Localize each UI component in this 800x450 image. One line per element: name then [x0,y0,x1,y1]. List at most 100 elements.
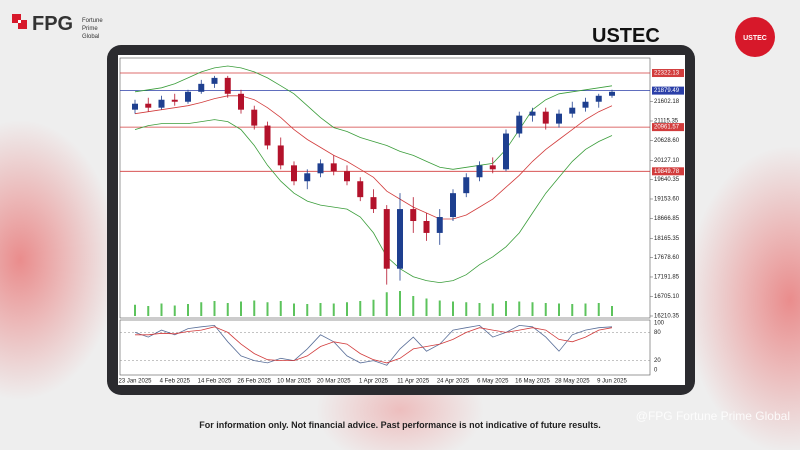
candle-body [529,111,536,116]
candle-body [264,125,271,146]
volume-bar [319,303,322,316]
volume-bar [346,302,348,316]
y-tick-label: 21115.35 [654,119,679,125]
price-panel [119,57,651,319]
candle-body [542,111,549,124]
tagline: Prime [82,26,98,32]
volume-bar [226,303,229,316]
level-label: 22322.13 [654,71,680,77]
candle-body [198,83,205,92]
volume-bar [200,302,203,316]
candle-body [516,115,523,134]
x-tick-label: 6 May 2025 [477,379,509,385]
candle-body [185,91,191,102]
volume-bar [544,303,547,316]
volume-bar [240,301,242,316]
candle-body [145,103,152,108]
x-tick-label: 24 Apr 2025 [437,379,470,385]
volume-bar [571,304,574,316]
level-label: 21879.49 [654,88,680,94]
candle-body [436,217,443,233]
candle-body [476,165,483,178]
volume-bar [597,303,600,316]
candle-body [582,101,589,108]
candle-body [503,133,509,170]
logo [12,14,27,29]
stoch-tick-label: 0 [654,368,658,374]
candle-body [410,209,417,221]
candle-body [238,93,244,110]
volume-bar [412,296,415,316]
volume-bar [253,300,256,316]
volume-bar [306,304,309,316]
volume-bar [491,303,494,316]
x-tick-label: 20 Mar 2025 [317,379,351,385]
candle-body [211,77,218,84]
volume-bar [438,300,441,316]
volume-bar [266,302,269,316]
volume-bar [359,301,362,316]
level-label: 20961.57 [654,125,680,131]
candle-body [304,173,311,182]
level-tag [652,86,684,95]
x-tick-label: 11 Apr 2025 [397,379,430,385]
volume-bar [584,303,587,316]
candle-body [171,99,178,102]
brand: FPG [32,13,73,35]
volume-bar [160,303,163,316]
candle-body [344,171,350,182]
candle-body [595,95,602,102]
chart-title: USTEC [592,25,660,47]
stoch-tick-label: 100 [654,321,665,327]
y-tick-label: 18666.85 [654,216,680,222]
stoch-panel [119,319,651,376]
x-tick-label: 10 Mar 2025 [277,379,311,385]
volume-bar [478,303,481,316]
y-tick-label: 17191.85 [654,275,680,281]
x-tick-label: 23 Jan 2025 [118,379,152,385]
level-tag [652,69,684,78]
y-tick-label: 18165.35 [654,236,680,242]
volume-bar [531,302,534,316]
candle-body [251,109,258,126]
y-tick-label: 17678.60 [654,255,680,261]
candle-body [277,145,284,166]
badge-text: USTEC [743,35,767,42]
y-tick-label: 16705.10 [654,294,680,300]
tagline: Global [82,34,99,40]
volume-bar [213,301,216,316]
volume-bar [611,306,613,316]
candle-body [450,193,456,218]
stoch-tick-label: 20 [654,358,661,364]
y-tick-label: 20628.60 [654,138,680,144]
volume-bar [187,304,189,316]
volume-bar [293,303,295,316]
stoch-d [135,326,613,364]
candle-body [158,99,165,108]
volume-bar [372,299,375,316]
volume-bar [518,301,521,316]
candle-body [370,197,377,210]
y-tick-label: 16210.35 [654,314,680,320]
y-tick-label: 19640.35 [654,177,680,183]
volume-bar [385,292,388,316]
candle-body [397,209,403,269]
stoch-k [134,324,613,366]
x-tick-label: 4 Feb 2025 [160,379,191,385]
level-label: 19849.78 [654,169,680,175]
candle-body [423,220,430,233]
volume-bar [452,301,454,316]
candle-body [463,177,470,194]
stoch-tick-label: 80 [654,330,661,336]
volume-bar [425,298,428,316]
lower-band [134,119,613,284]
candle-body [317,163,324,174]
x-tick-label: 16 May 2025 [515,379,550,385]
level-tag [652,123,684,132]
candle-body [224,77,231,94]
volume-bar [332,303,335,316]
volume-bar [399,291,401,316]
x-tick-label: 14 Feb 2025 [198,379,232,385]
volume-bar [147,306,150,316]
